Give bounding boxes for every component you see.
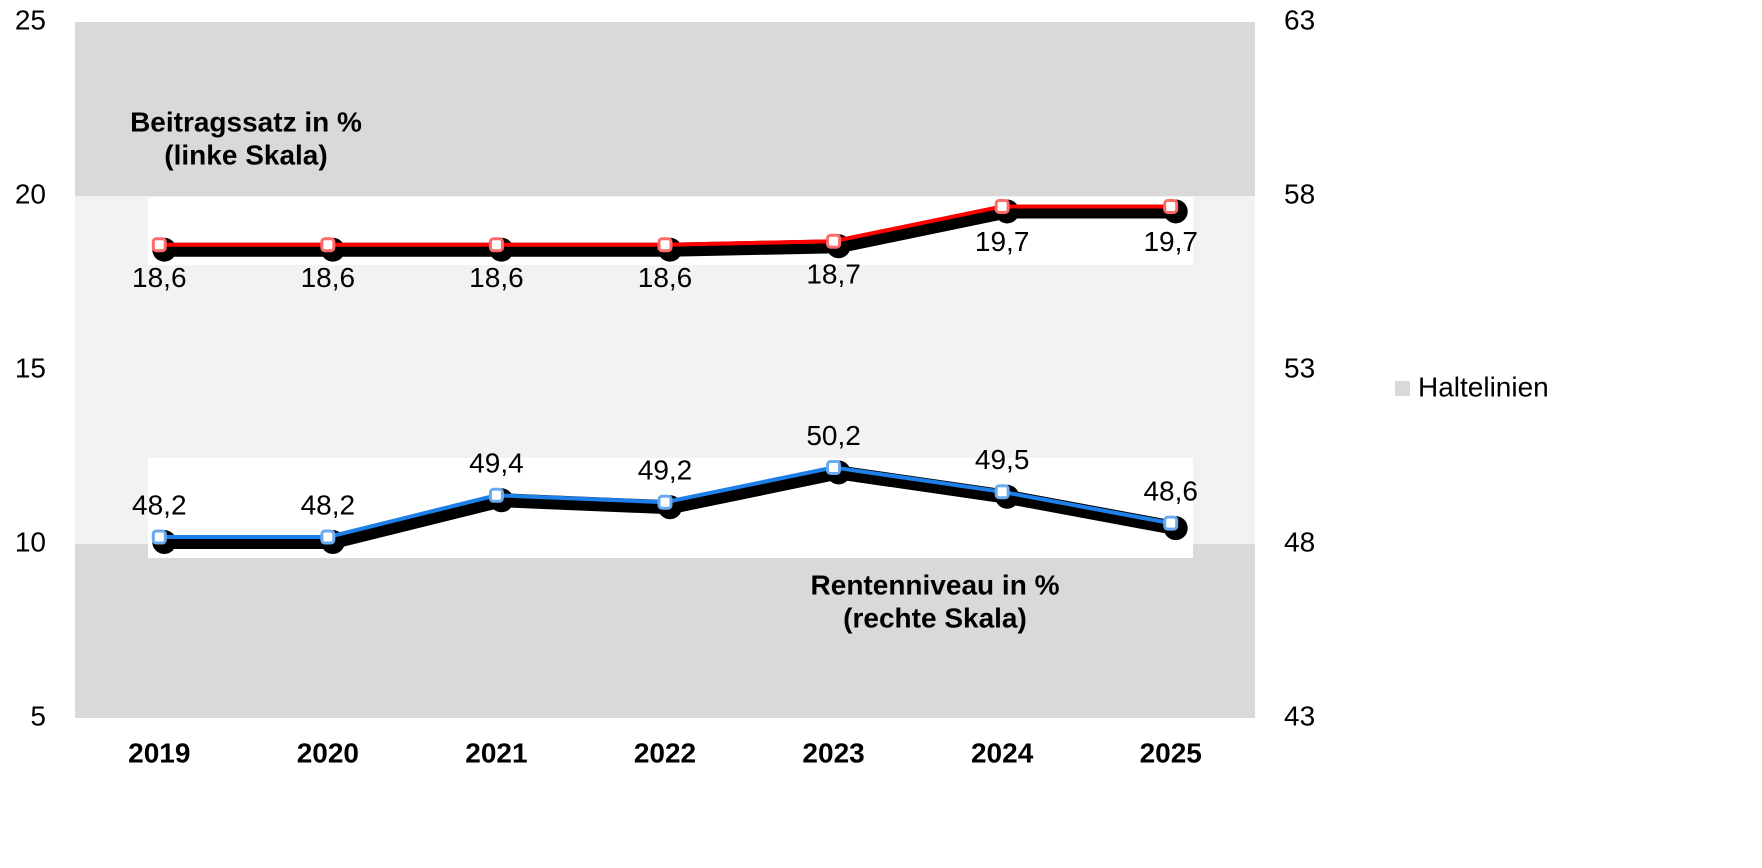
legend-swatch xyxy=(1395,381,1410,396)
haltelinie-area xyxy=(75,22,1255,196)
annotation: (linke Skala) xyxy=(164,139,327,170)
legend-label: Haltelinien xyxy=(1418,371,1549,402)
annotation: (rechte Skala) xyxy=(843,602,1027,633)
marker xyxy=(1163,198,1179,214)
y2-tick-label: 63 xyxy=(1284,4,1315,35)
haltelinie-area xyxy=(75,544,1255,718)
y-tick-label: 20 xyxy=(15,178,46,209)
data-label: 18,7 xyxy=(806,259,861,290)
data-label: 49,2 xyxy=(638,455,693,486)
y-tick-label: 25 xyxy=(15,4,46,35)
data-label: 18,6 xyxy=(638,262,693,293)
y2-tick-label: 48 xyxy=(1284,526,1315,557)
marker xyxy=(151,529,167,545)
marker xyxy=(657,237,673,253)
marker xyxy=(320,529,336,545)
marker xyxy=(488,237,504,253)
y2-tick-label: 58 xyxy=(1284,178,1315,209)
marker xyxy=(320,237,336,253)
data-label: 49,4 xyxy=(469,448,524,479)
marker xyxy=(657,494,673,510)
x-tick-label: 2020 xyxy=(297,737,359,768)
y-tick-label: 15 xyxy=(15,352,46,383)
x-tick-label: 2024 xyxy=(971,737,1034,768)
data-label: 18,6 xyxy=(132,262,187,293)
annotation: Rentenniveau in % xyxy=(811,569,1060,600)
marker xyxy=(994,484,1010,500)
data-label: 19,7 xyxy=(975,226,1030,257)
y2-tick-label: 43 xyxy=(1284,700,1315,731)
x-tick-label: 2025 xyxy=(1140,737,1202,768)
data-label: 48,6 xyxy=(1143,476,1198,507)
data-label: 50,2 xyxy=(806,420,861,451)
data-label: 48,2 xyxy=(132,489,187,520)
marker xyxy=(826,459,842,475)
x-tick-label: 2021 xyxy=(465,737,527,768)
y-tick-label: 10 xyxy=(15,526,46,557)
marker xyxy=(1163,515,1179,531)
data-label: 49,5 xyxy=(975,444,1030,475)
marker xyxy=(994,198,1010,214)
y-tick-label: 5 xyxy=(30,700,46,731)
y2-tick-label: 53 xyxy=(1284,352,1315,383)
marker xyxy=(826,233,842,249)
data-label: 18,6 xyxy=(301,262,356,293)
marker xyxy=(151,237,167,253)
data-label: 18,6 xyxy=(469,262,524,293)
x-tick-label: 2019 xyxy=(128,737,190,768)
data-label: 19,7 xyxy=(1143,226,1198,257)
x-tick-label: 2023 xyxy=(802,737,864,768)
data-label: 48,2 xyxy=(301,489,356,520)
annotation: Beitragssatz in % xyxy=(130,106,362,137)
x-tick-label: 2022 xyxy=(634,737,696,768)
marker xyxy=(488,487,504,503)
